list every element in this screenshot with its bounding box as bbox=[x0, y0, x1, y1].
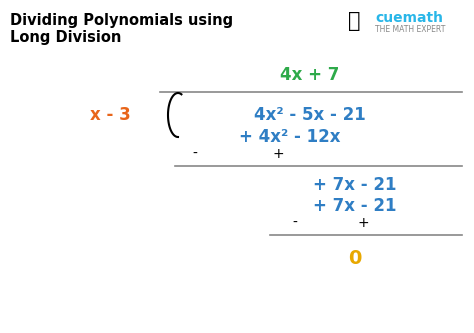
Text: -: - bbox=[192, 147, 198, 161]
Text: + 4x² - 12x: + 4x² - 12x bbox=[239, 128, 341, 146]
Text: 4x² - 5x - 21: 4x² - 5x - 21 bbox=[254, 106, 366, 124]
Text: THE MATH EXPERT: THE MATH EXPERT bbox=[375, 25, 446, 34]
Text: +: + bbox=[357, 216, 369, 230]
Text: -: - bbox=[292, 216, 298, 230]
Text: 0: 0 bbox=[348, 248, 362, 267]
Text: +: + bbox=[272, 147, 284, 161]
Text: 🚀: 🚀 bbox=[348, 11, 361, 31]
Text: Long Division: Long Division bbox=[10, 30, 121, 45]
Text: 4x + 7: 4x + 7 bbox=[280, 66, 340, 84]
Text: cuemath: cuemath bbox=[375, 11, 443, 25]
Text: + 7x - 21: + 7x - 21 bbox=[313, 176, 397, 194]
Text: Dividing Polynomials using: Dividing Polynomials using bbox=[10, 13, 233, 28]
Text: + 7x - 21: + 7x - 21 bbox=[313, 197, 397, 215]
Text: x - 3: x - 3 bbox=[90, 106, 130, 124]
